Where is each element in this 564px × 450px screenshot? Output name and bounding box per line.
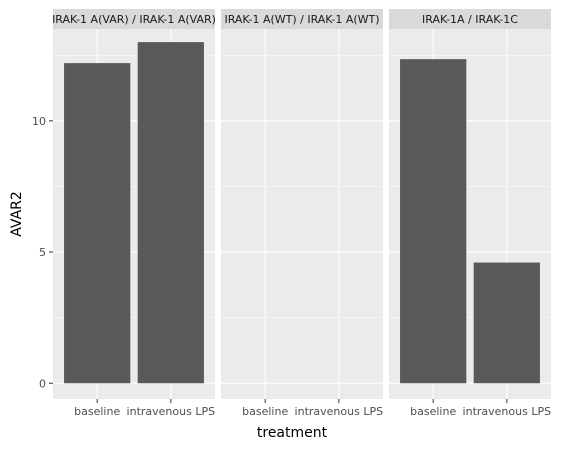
x-tick-label: baseline bbox=[74, 405, 120, 418]
y-tick-label: 10 bbox=[32, 115, 46, 128]
x-axis-title: treatment bbox=[257, 425, 328, 441]
x-tick-label: baseline bbox=[242, 405, 288, 418]
facet-strip bbox=[221, 9, 383, 29]
facet-panel: IRAK-1 A(VAR) / IRAK-1 A(VAR) baseline int… bbox=[52, 9, 216, 418]
facet-panel: IRAK-1A / IRAK-1C baseline intravenous LPS bbox=[389, 9, 551, 418]
facet-strip bbox=[389, 9, 551, 29]
facet-strip-label: IRAK-1 A(WT) / IRAK-1 A(WT) bbox=[224, 13, 379, 26]
bar bbox=[400, 59, 467, 384]
bar bbox=[473, 262, 540, 384]
x-tick-label: intravenous LPS bbox=[463, 405, 552, 418]
facet-strip-label: IRAK-1 A(VAR) / IRAK-1 A(VAR) bbox=[52, 13, 216, 26]
facet-panel: IRAK-1 A(WT) / IRAK-1 A(WT) baseline intra… bbox=[221, 9, 383, 418]
y-tick-label: 5 bbox=[39, 246, 46, 259]
y-axis-title: AVAR2 bbox=[9, 191, 25, 237]
facet-strip-label: IRAK-1A / IRAK-1C bbox=[422, 13, 518, 26]
bar bbox=[137, 42, 204, 384]
facet-strip bbox=[53, 9, 215, 29]
panel-background bbox=[221, 29, 383, 399]
x-tick-label: baseline bbox=[410, 405, 456, 418]
y-tick-label: 0 bbox=[39, 377, 46, 390]
x-tick-label: intravenous LPS bbox=[127, 405, 216, 418]
bar bbox=[64, 63, 131, 384]
x-tick-label: intravenous LPS bbox=[295, 405, 384, 418]
